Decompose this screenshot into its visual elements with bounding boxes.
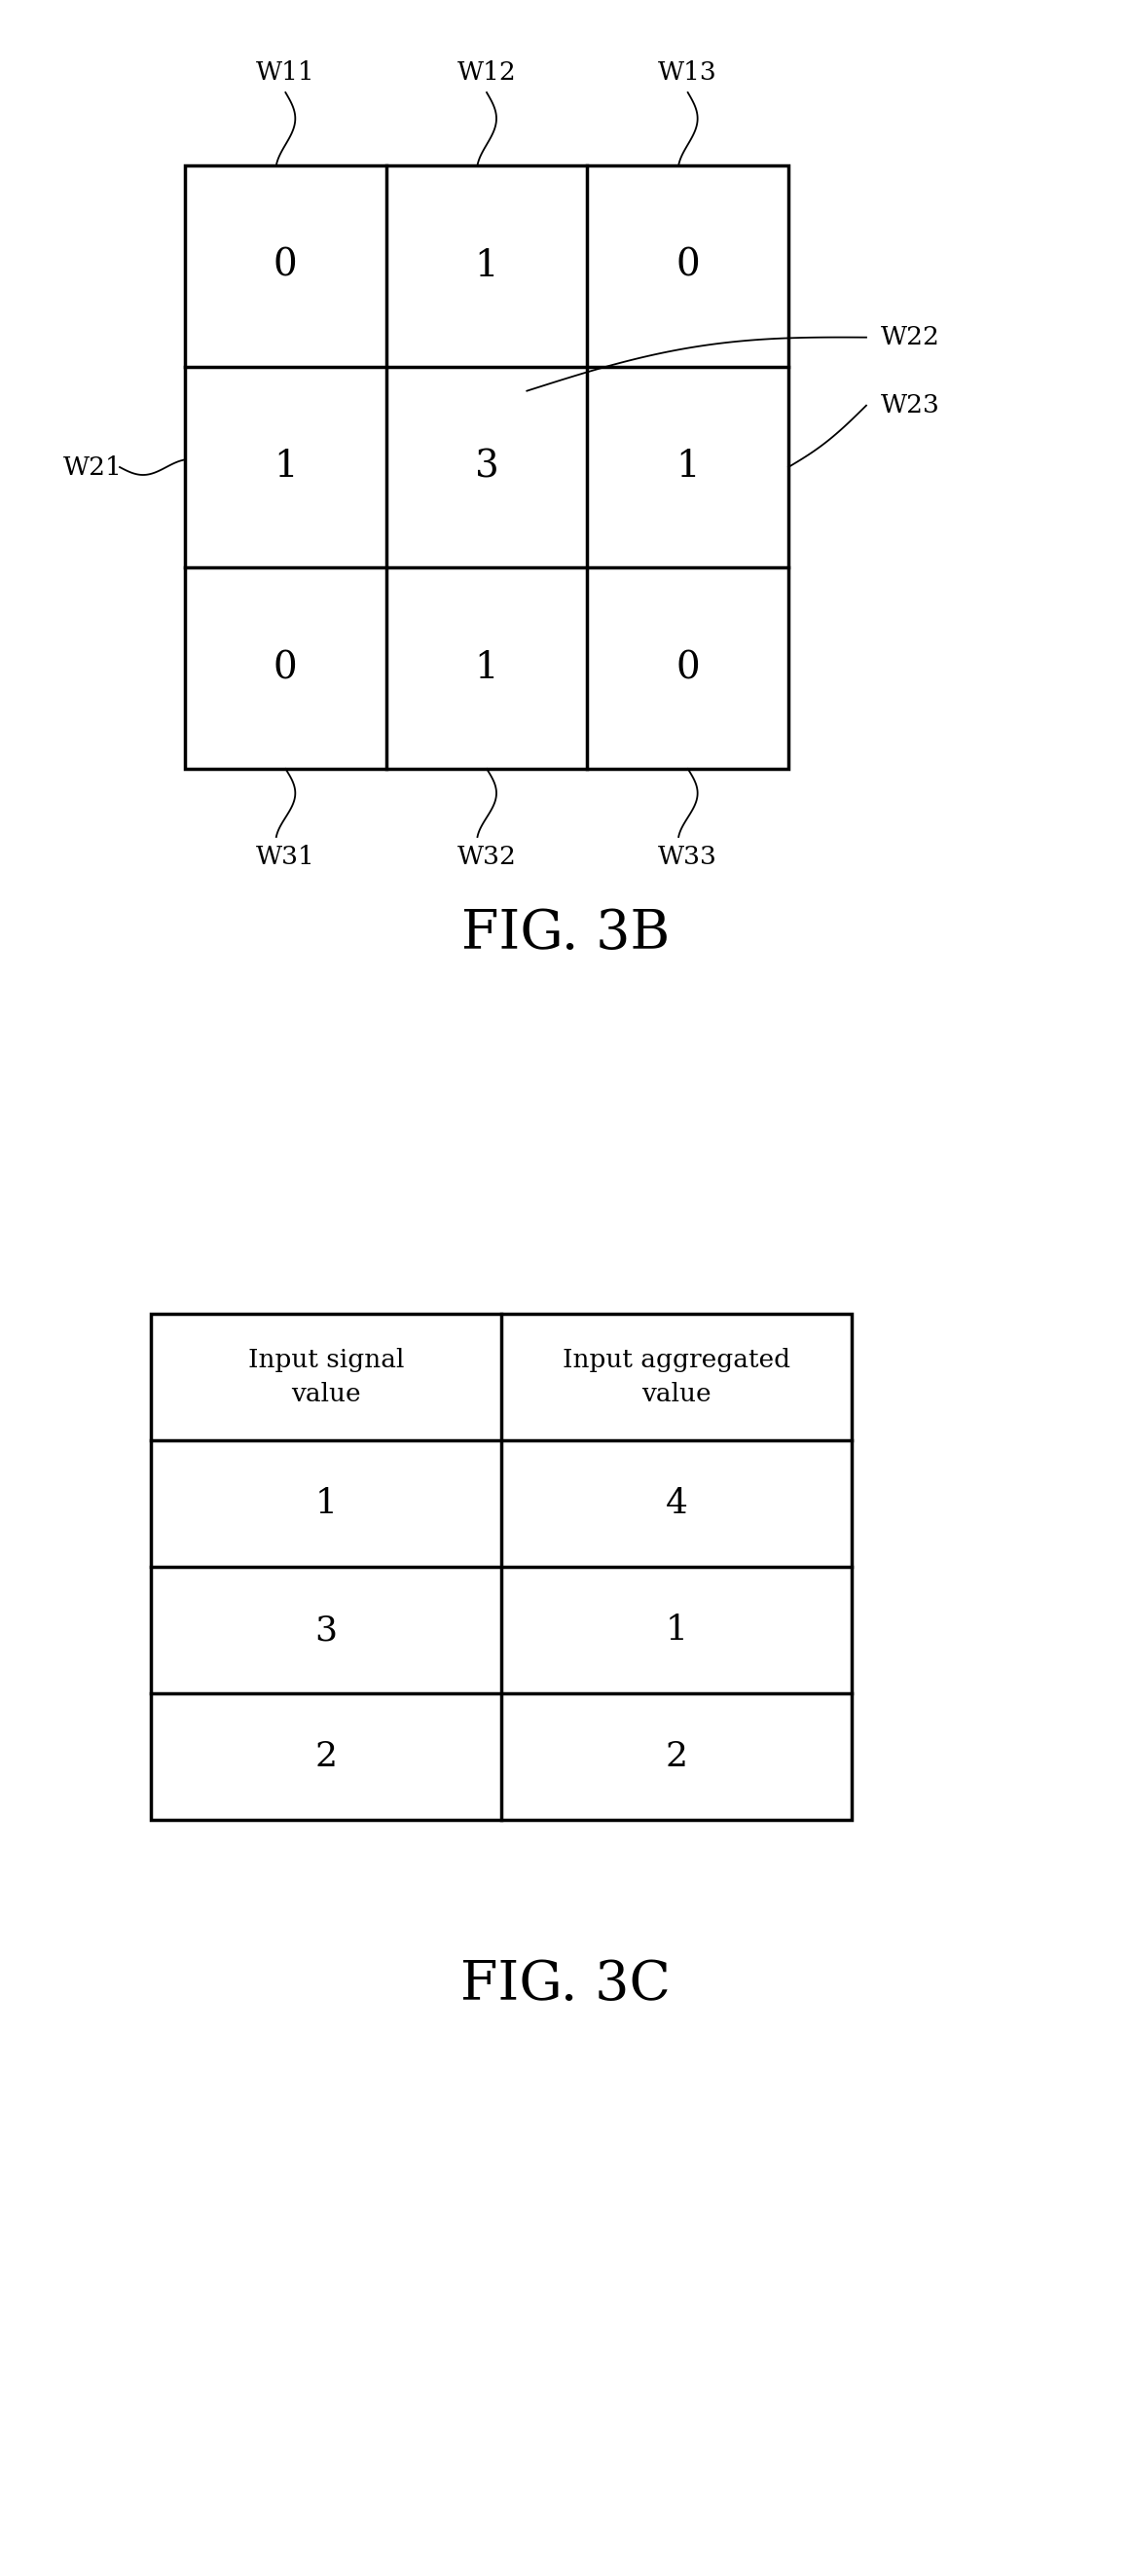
Text: 2: 2 [665, 1739, 688, 1772]
Text: 4: 4 [665, 1486, 688, 1520]
Text: 1: 1 [274, 448, 297, 484]
Text: W12: W12 [457, 62, 516, 85]
Text: 0: 0 [274, 247, 297, 283]
Text: W21: W21 [63, 456, 122, 479]
Text: 0: 0 [675, 247, 700, 283]
Text: 3: 3 [314, 1613, 337, 1646]
Text: W33: W33 [658, 845, 717, 868]
Text: FIG. 3B: FIG. 3B [461, 907, 670, 961]
Text: 1: 1 [475, 247, 499, 283]
Text: 1: 1 [676, 448, 700, 484]
Text: W11: W11 [256, 62, 316, 85]
Text: Input aggregated
value: Input aggregated value [562, 1347, 791, 1406]
Text: 1: 1 [314, 1486, 337, 1520]
Text: 3: 3 [475, 448, 499, 484]
Text: FIG. 3C: FIG. 3C [460, 1958, 671, 2012]
Text: W23: W23 [881, 394, 940, 417]
Text: W31: W31 [256, 845, 316, 868]
Text: W22: W22 [881, 325, 940, 350]
Text: 2: 2 [314, 1739, 337, 1772]
Text: 0: 0 [274, 649, 297, 685]
Text: 0: 0 [675, 649, 700, 685]
Text: Input signal
value: Input signal value [248, 1347, 404, 1406]
Text: W32: W32 [457, 845, 516, 868]
Text: 1: 1 [665, 1613, 688, 1646]
Text: W13: W13 [658, 62, 717, 85]
Text: 1: 1 [475, 649, 499, 685]
Bar [185, 165, 788, 768]
Bar [150, 1314, 852, 1819]
